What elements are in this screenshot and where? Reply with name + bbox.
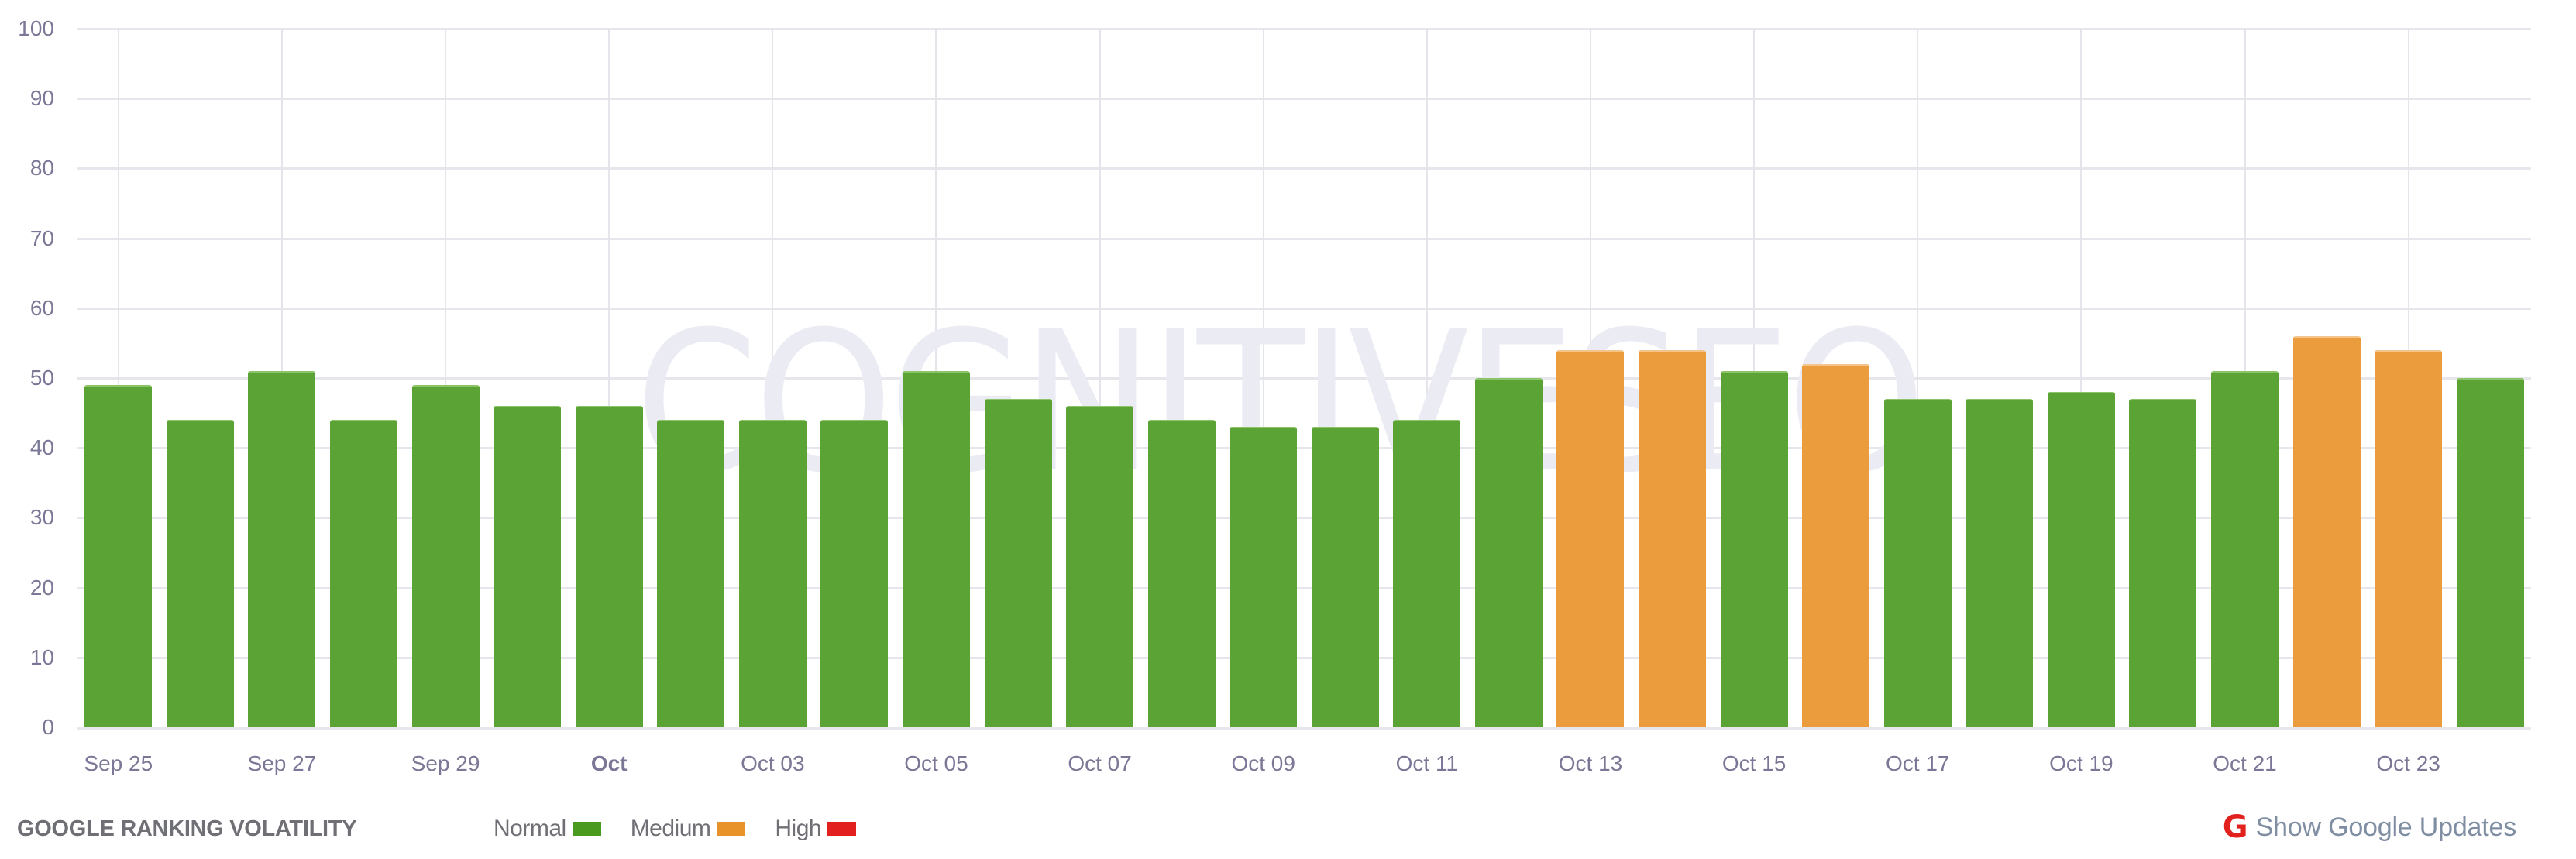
bar-oct-12[interactable]	[1474, 378, 1543, 727]
x-tick-label: Oct 13	[1558, 751, 1623, 775]
bar-oct-20[interactable]	[2129, 399, 2197, 727]
show-google-updates-label: Show Google Updates	[2255, 813, 2517, 842]
bar-oct-01[interactable]	[575, 406, 643, 727]
x-tick-label: Oct 11	[1395, 751, 1459, 775]
x-tick-label: Sep 27	[247, 751, 317, 775]
x-tick-label: Oct 05	[904, 751, 968, 775]
v-gridline	[772, 29, 774, 727]
x-tick-label: Sep 25	[84, 751, 153, 775]
v-gridline	[1917, 29, 1919, 727]
h-gridline	[77, 517, 2531, 520]
bar-oct-19[interactable]	[2047, 392, 2115, 727]
h-gridline	[77, 586, 2531, 589]
y-tick-label: 40	[29, 435, 54, 460]
bar-oct-06[interactable]	[984, 399, 1052, 727]
bar-oct-17[interactable]	[1883, 399, 1952, 727]
legend-swatch-medium	[717, 822, 746, 836]
x-tick-label: Oct 09	[1231, 751, 1295, 775]
bar-oct-24[interactable]	[2456, 378, 2524, 727]
x-tick-label: Oct 17	[1886, 751, 1950, 775]
y-tick-label: 0	[42, 715, 54, 739]
bar-oct-15[interactable]	[1720, 370, 1788, 727]
h-gridline	[77, 98, 2531, 101]
bar-sep-27[interactable]	[248, 370, 316, 727]
y-tick-label: 80	[29, 156, 54, 180]
x-axis-line	[77, 727, 2531, 730]
h-gridline	[77, 28, 2531, 30]
bar-oct-07[interactable]	[1066, 406, 1134, 727]
bar-sep-30[interactable]	[494, 406, 562, 727]
x-tick-label: Oct	[590, 751, 628, 775]
h-gridline	[77, 447, 2531, 450]
bar-oct-22[interactable]	[2292, 335, 2361, 727]
legend-swatch-high	[827, 822, 857, 836]
v-gridline	[445, 29, 447, 727]
x-tick-label: Oct 21	[2213, 751, 2277, 775]
v-gridline	[1426, 29, 1428, 727]
v-gridline	[608, 29, 610, 727]
v-gridline	[2080, 29, 2082, 727]
legend-item-medium[interactable]: Medium	[631, 815, 746, 843]
bar-oct-16[interactable]	[1802, 363, 1870, 727]
y-tick-label: 10	[29, 644, 54, 669]
x-tick-label: Oct 07	[1068, 751, 1132, 775]
bar-oct-02[interactable]	[657, 420, 725, 727]
bar-oct-04[interactable]	[820, 420, 889, 727]
legend-label-medium: Medium	[630, 816, 711, 841]
y-tick-label: 70	[29, 225, 54, 250]
bar-oct-10[interactable]	[1311, 427, 1379, 727]
y-tick-label: 60	[29, 295, 54, 320]
x-tick-label: Oct 19	[2049, 751, 2113, 775]
h-gridline	[77, 237, 2531, 240]
h-gridline	[77, 656, 2531, 659]
legend-label-normal: Normal	[494, 816, 566, 841]
y-tick-label: 100	[18, 16, 54, 40]
bar-oct-11[interactable]	[1393, 420, 1461, 727]
bar-oct-13[interactable]	[1556, 349, 1625, 727]
bar-sep-26[interactable]	[166, 420, 234, 727]
y-tick-label: 30	[29, 505, 54, 530]
bar-sep-29[interactable]	[411, 385, 480, 727]
legend-label-high: High	[775, 816, 822, 841]
h-gridline	[77, 307, 2531, 310]
legend: Normal Medium High	[494, 815, 886, 843]
bar-oct-23[interactable]	[2375, 349, 2443, 727]
google-g-icon: G	[2222, 809, 2248, 845]
bar-oct-14[interactable]	[1639, 349, 1707, 727]
bar-oct-18[interactable]	[1966, 399, 2034, 727]
legend-swatch-normal	[572, 822, 601, 836]
v-gridline	[1262, 29, 1264, 727]
y-tick-label: 90	[29, 86, 54, 111]
legend-item-high[interactable]: High	[775, 815, 857, 843]
h-gridline	[77, 377, 2531, 380]
y-tick-label: 20	[29, 575, 54, 600]
x-tick-label: Sep 29	[411, 751, 480, 775]
bar-oct-08[interactable]	[1147, 420, 1216, 727]
show-google-updates-button[interactable]: G Show Google Updates	[2223, 812, 2516, 843]
x-tick-label: Oct 23	[2376, 751, 2440, 775]
bar-oct-21[interactable]	[2211, 370, 2279, 727]
bar-oct-03[interactable]	[738, 420, 807, 727]
bar-oct-09[interactable]	[1230, 427, 1298, 727]
chart-title: GOOGLE RANKING VOLATILITY	[17, 816, 357, 841]
bar-sep-28[interactable]	[329, 420, 397, 727]
h-gridline	[77, 167, 2531, 170]
v-gridline	[117, 29, 119, 727]
legend-item-normal[interactable]: Normal	[494, 815, 601, 843]
x-tick-label: Oct 03	[741, 751, 805, 775]
bar-oct-05[interactable]	[902, 370, 970, 727]
x-tick-label: Oct 15	[1721, 751, 1787, 775]
v-gridline	[1099, 29, 1101, 727]
y-tick-label: 50	[29, 366, 54, 390]
bar-sep-25[interactable]	[84, 385, 153, 727]
